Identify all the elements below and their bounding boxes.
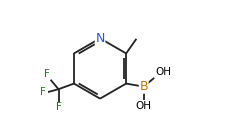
Text: N: N xyxy=(95,32,105,45)
Text: OH: OH xyxy=(136,102,152,112)
Text: F: F xyxy=(44,69,50,79)
Text: F: F xyxy=(56,102,62,112)
Text: B: B xyxy=(139,80,148,93)
Text: F: F xyxy=(40,87,46,97)
Text: OH: OH xyxy=(155,67,171,77)
